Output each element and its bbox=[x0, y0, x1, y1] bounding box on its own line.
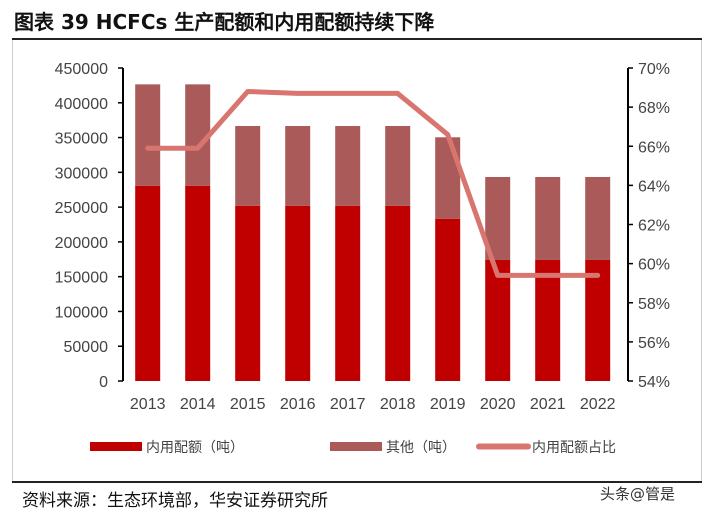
left-tick-label: 100000 bbox=[55, 304, 108, 321]
bar-other bbox=[235, 126, 261, 206]
right-tick-label: 70% bbox=[638, 61, 670, 78]
watermark: 头条@管是 bbox=[600, 485, 676, 503]
left-tick-label: 350000 bbox=[55, 131, 108, 148]
title-divider bbox=[12, 38, 702, 40]
chart-title: 图表 39 HCFCs 生产配额和内用配额持续下降 bbox=[14, 10, 435, 34]
bar-domestic-quota bbox=[185, 185, 211, 381]
right-tick-label: 56% bbox=[638, 335, 670, 352]
legend-label: 内用配额（吨） bbox=[146, 440, 244, 456]
bar-domestic-quota bbox=[285, 205, 311, 381]
line-domestic-share bbox=[145, 88, 601, 278]
left-tick-label: 150000 bbox=[55, 270, 108, 287]
bar-other bbox=[385, 126, 411, 206]
left-tick-label: 250000 bbox=[55, 200, 108, 217]
left-tick-label: 300000 bbox=[55, 165, 108, 182]
bar-other bbox=[435, 137, 461, 219]
legend-label: 内用配额占比 bbox=[532, 440, 616, 456]
x-tick-label: 2021 bbox=[530, 396, 566, 413]
x-tick-label: 2019 bbox=[430, 396, 466, 413]
x-tick-label: 2014 bbox=[180, 396, 216, 413]
right-tick-label: 64% bbox=[638, 178, 670, 195]
bar-domestic-quota bbox=[335, 205, 361, 381]
bar-domestic-quota bbox=[535, 259, 561, 381]
bar-other bbox=[135, 84, 161, 186]
bar-domestic-quota bbox=[435, 218, 461, 381]
chart-frame bbox=[12, 40, 702, 481]
x-tick-label: 2015 bbox=[230, 396, 266, 413]
footer-divider bbox=[12, 481, 702, 483]
right-tick-label: 54% bbox=[638, 374, 670, 391]
left-tick-label: 400000 bbox=[55, 96, 108, 113]
bar-other bbox=[285, 126, 311, 206]
legend-swatch bbox=[330, 442, 382, 451]
right-tick-label: 60% bbox=[638, 257, 670, 274]
left-tick-label: 450000 bbox=[55, 61, 108, 78]
right-tick-label: 66% bbox=[638, 139, 670, 156]
bar-other bbox=[335, 126, 361, 206]
x-tick-label: 2017 bbox=[330, 396, 366, 413]
left-tick-label: 0 bbox=[99, 374, 108, 391]
bar-other bbox=[585, 176, 611, 260]
right-tick-label: 58% bbox=[638, 296, 670, 313]
left-tick-label: 200000 bbox=[55, 235, 108, 252]
bar-domestic-quota bbox=[235, 205, 261, 381]
x-tick-label: 2022 bbox=[580, 396, 616, 413]
legend-label: 其他（吨） bbox=[386, 440, 456, 456]
right-tick-label: 62% bbox=[638, 218, 670, 235]
x-tick-label: 2020 bbox=[480, 396, 516, 413]
right-tick-label: 68% bbox=[638, 100, 670, 117]
bar-domestic-quota bbox=[485, 259, 511, 381]
x-tick-label: 2013 bbox=[130, 396, 166, 413]
bar-domestic-quota bbox=[385, 205, 411, 381]
x-tick-label: 2018 bbox=[380, 396, 416, 413]
legend-swatch bbox=[90, 442, 142, 451]
source-note: 资料来源：生态环境部，华安证券研究所 bbox=[22, 491, 328, 511]
bar-domestic-quota bbox=[135, 185, 161, 381]
bar-other bbox=[535, 176, 561, 260]
x-tick-label: 2016 bbox=[280, 396, 316, 413]
left-tick-label: 50000 bbox=[64, 339, 109, 356]
bar-domestic-quota bbox=[585, 259, 611, 381]
